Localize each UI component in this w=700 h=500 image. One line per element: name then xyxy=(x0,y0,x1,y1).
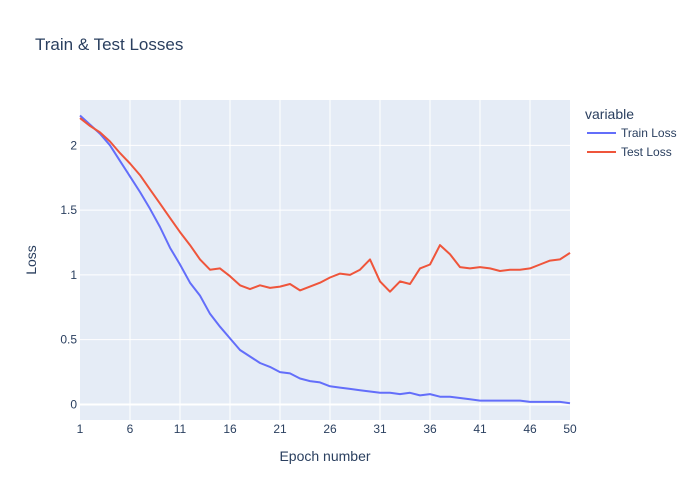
plot-area xyxy=(80,100,570,420)
y-gridlines xyxy=(80,144,570,406)
legend-item-train-loss[interactable]: Train Loss xyxy=(587,126,677,140)
x-tick-label: 6 xyxy=(127,422,134,436)
y-axis-label: Loss xyxy=(23,245,39,275)
x-tick-label: 1 xyxy=(77,422,84,436)
series-line-train-loss xyxy=(79,114,571,405)
x-gridlines xyxy=(129,100,531,420)
series-lines xyxy=(79,114,571,405)
legend-label: Train Loss xyxy=(621,126,677,140)
x-tick-label: 31 xyxy=(373,422,387,436)
x-tick-label: 11 xyxy=(174,422,187,436)
legend[interactable]: variable Train Loss Test Loss xyxy=(585,106,677,159)
y-tick-label: 1.5 xyxy=(60,203,77,217)
y-tick-label: 1 xyxy=(70,268,77,282)
x-tick-label: 50 xyxy=(563,422,577,436)
y-tick-label: 0.5 xyxy=(60,333,77,347)
chart-title: Train & Test Losses xyxy=(35,35,183,54)
series-line-test-loss xyxy=(79,117,571,293)
legend-item-test-loss[interactable]: Test Loss xyxy=(587,145,672,159)
x-axis-label: Epoch number xyxy=(279,448,370,464)
x-tick-label: 36 xyxy=(423,422,437,436)
x-tick-label: 16 xyxy=(223,422,237,436)
y-tick-labels: 0 0.5 1 1.5 2 xyxy=(60,138,77,411)
y-tick-label: 2 xyxy=(70,138,77,152)
legend-label: Test Loss xyxy=(621,145,672,159)
x-tick-label: 21 xyxy=(273,422,287,436)
x-tick-label: 46 xyxy=(523,422,537,436)
x-tick-label: 41 xyxy=(473,422,487,436)
y-tick-label: 0 xyxy=(70,397,77,411)
x-tick-label: 26 xyxy=(323,422,337,436)
x-tick-labels: 1 6 11 16 21 26 31 36 41 46 50 xyxy=(77,422,577,436)
legend-title: variable xyxy=(585,106,634,122)
